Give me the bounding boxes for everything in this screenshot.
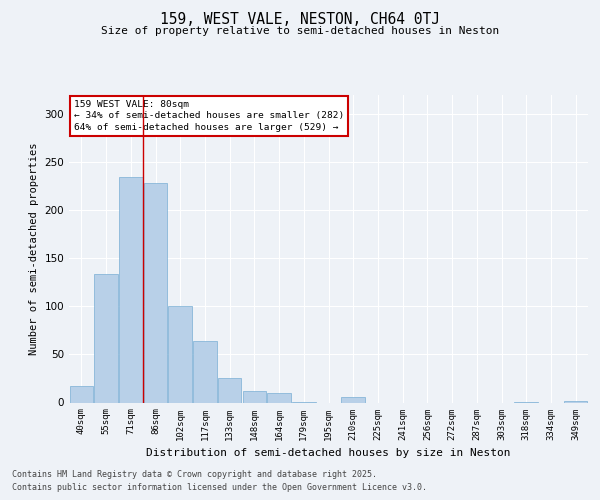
Bar bbox=[242, 391, 266, 402]
Bar bbox=[70, 386, 93, 402]
Bar bbox=[119, 176, 143, 402]
Bar bbox=[144, 184, 167, 402]
Bar bbox=[94, 274, 118, 402]
Text: 159 WEST VALE: 80sqm
← 34% of semi-detached houses are smaller (282)
64% of semi: 159 WEST VALE: 80sqm ← 34% of semi-detac… bbox=[74, 100, 344, 132]
Y-axis label: Number of semi-detached properties: Number of semi-detached properties bbox=[29, 142, 39, 355]
Text: Contains public sector information licensed under the Open Government Licence v3: Contains public sector information licen… bbox=[12, 482, 427, 492]
Bar bbox=[193, 341, 217, 402]
Bar bbox=[218, 378, 241, 402]
Bar bbox=[341, 396, 365, 402]
Bar bbox=[169, 306, 192, 402]
Text: Size of property relative to semi-detached houses in Neston: Size of property relative to semi-detach… bbox=[101, 26, 499, 36]
Bar bbox=[564, 400, 587, 402]
Text: 159, WEST VALE, NESTON, CH64 0TJ: 159, WEST VALE, NESTON, CH64 0TJ bbox=[160, 12, 440, 28]
Text: Contains HM Land Registry data © Crown copyright and database right 2025.: Contains HM Land Registry data © Crown c… bbox=[12, 470, 377, 479]
X-axis label: Distribution of semi-detached houses by size in Neston: Distribution of semi-detached houses by … bbox=[146, 448, 511, 458]
Bar bbox=[268, 393, 291, 402]
